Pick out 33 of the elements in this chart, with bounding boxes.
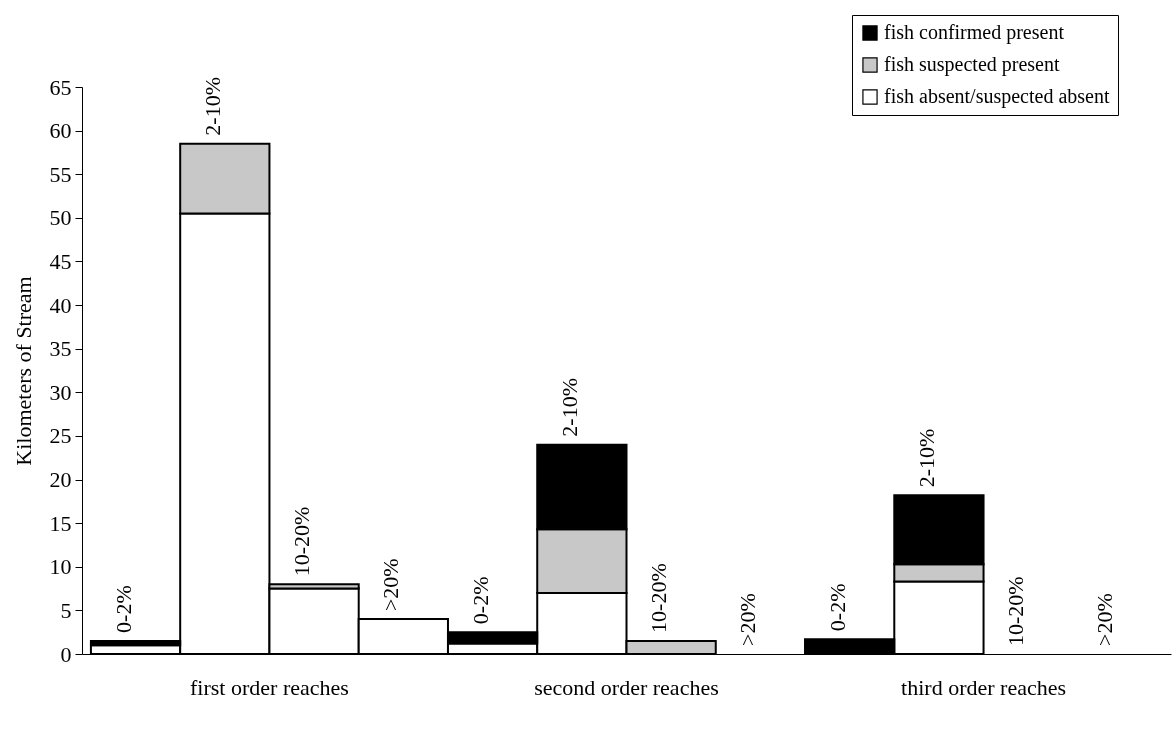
y-tick-label: 20 (49, 467, 72, 493)
y-tick-label: 5 (60, 597, 72, 623)
x-tick-label: 0-2% (467, 576, 493, 625)
y-tick-label: 65 (49, 74, 72, 100)
x-tick-label: >20% (735, 593, 761, 646)
x-tick-label: 2-10% (913, 428, 939, 488)
y-axis-title: Kilometers of Stream (10, 276, 36, 466)
legend-label: fish suspected present (884, 53, 1060, 76)
x-tick-label: 10-20% (646, 563, 672, 633)
x-tick-label: >20% (378, 558, 404, 612)
text: third order reaches (901, 675, 1067, 700)
y-tick-label: 40 (49, 292, 72, 318)
y-tick-label: 0 (60, 641, 72, 667)
x-tick-label: 2-10% (556, 377, 582, 437)
legend-label: fish confirmed present (884, 21, 1065, 44)
y-tick-label: 10 (49, 554, 72, 580)
y-tick-label: 45 (49, 248, 72, 274)
y-tick-label: 35 (49, 336, 72, 362)
text: first order reaches (190, 675, 349, 700)
y-tick-label: 25 (49, 423, 72, 449)
x-tick-label: 0-2% (110, 585, 136, 633)
y-tick-label: 60 (49, 118, 72, 144)
x-tick-label: 10-20% (289, 506, 315, 577)
y-tick-label: 55 (49, 161, 72, 187)
y-tick-label: 30 (49, 379, 72, 405)
x-tick-label: 2-10% (199, 77, 225, 136)
x-tick-label: 10-20% (1003, 576, 1029, 646)
y-tick-label: 15 (49, 510, 72, 536)
x-tick-label: 0-2% (824, 583, 850, 632)
legend-label: fish absent/suspected absent (884, 85, 1110, 108)
x-tick-label: >20% (1092, 593, 1118, 646)
text: second order reaches (534, 675, 719, 700)
y-tick-label: 50 (49, 205, 72, 231)
